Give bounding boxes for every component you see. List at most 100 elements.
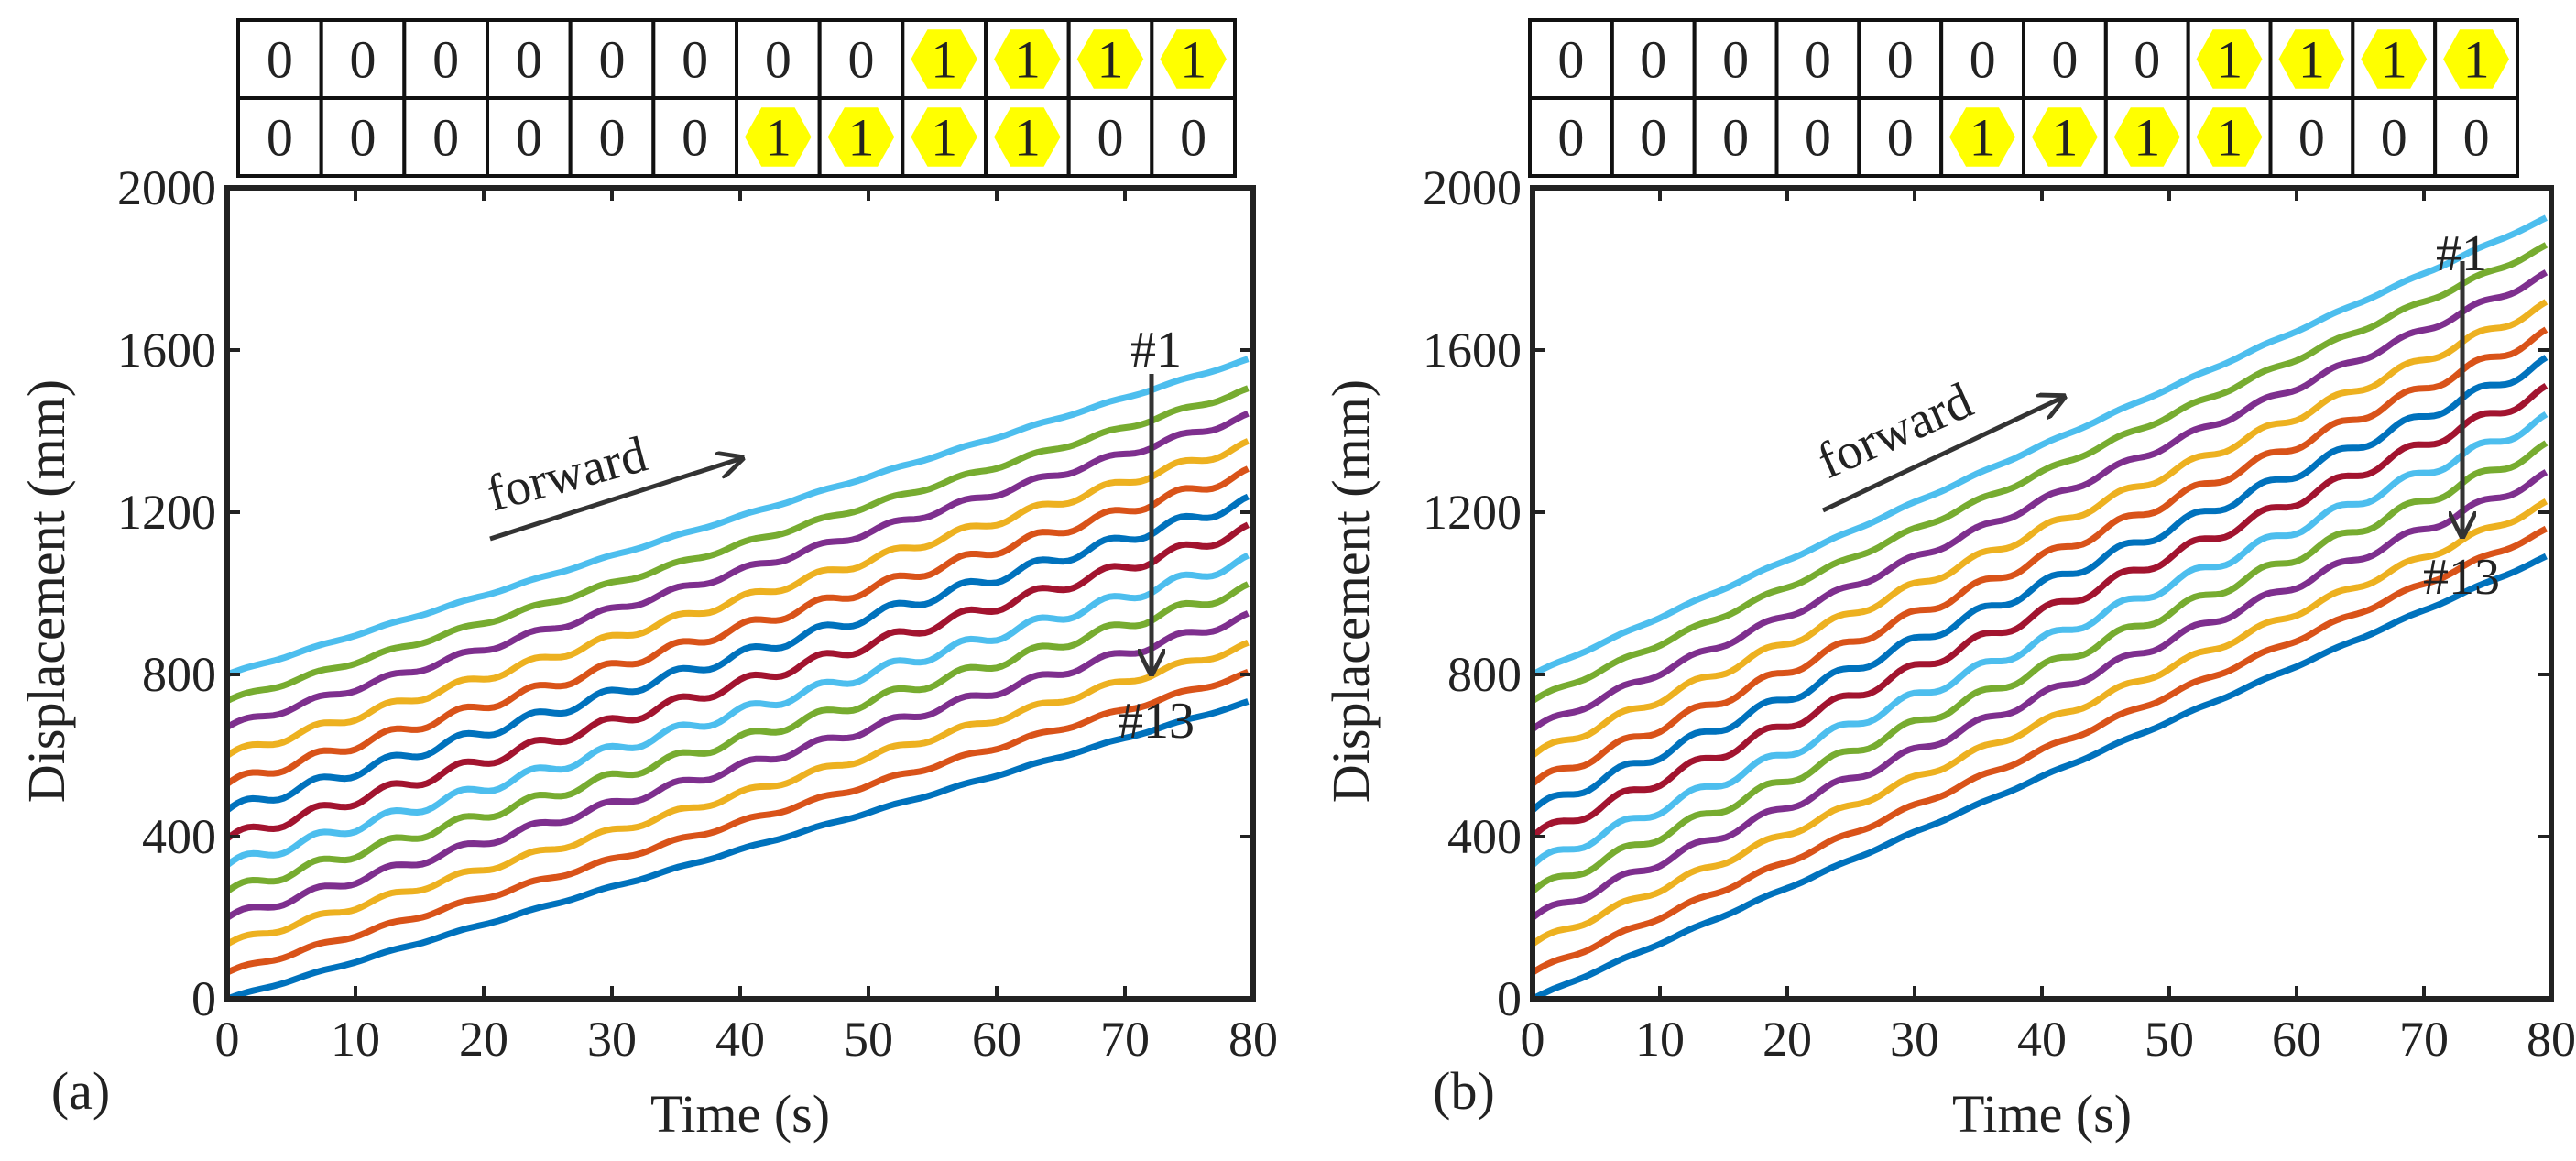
series-line-b-2 — [1531, 242, 2549, 704]
pattern-value-b-1-6: 1 — [2051, 108, 2078, 168]
pattern-hexagon-a-1-9 — [994, 107, 1061, 167]
pattern-cell-b-1-3 — [1774, 96, 1861, 178]
pattern-value-b-1-8: 1 — [2216, 108, 2243, 168]
series-group-a — [224, 356, 1250, 1002]
pattern-value-b-0-8: 1 — [2216, 30, 2243, 90]
forward-label-b: forward — [1809, 372, 1981, 490]
pattern-hexagon-a-1-7 — [827, 107, 895, 167]
pattern-value-b-1-10: 0 — [2381, 108, 2407, 168]
series-line-b-9 — [1530, 440, 2549, 894]
pattern-value-a-1-4: 0 — [599, 108, 626, 168]
series-line-a-6 — [224, 493, 1250, 814]
pattern-cell-b-1-9 — [2268, 96, 2355, 178]
pattern-cell-b-0-5 — [1939, 18, 2026, 100]
x-tick-label-b-0: 0 — [1521, 1012, 1545, 1067]
series-line-b-7 — [1530, 382, 2549, 839]
pattern-cell-a-1-3 — [486, 96, 573, 178]
x-tick-label-b-5: 50 — [2145, 1012, 2194, 1067]
pattern-value-b-1-3: 0 — [1805, 108, 1831, 168]
pattern-value-b-1-4: 0 — [1887, 108, 1914, 168]
pattern-value-b-0-3: 0 — [1805, 30, 1831, 90]
pattern-hexagon-b-1-7 — [2113, 107, 2180, 167]
pattern-cell-b-1-10 — [2351, 96, 2438, 178]
y-tick-label-b-2: 800 — [1447, 647, 1522, 702]
pattern-value-b-0-2: 0 — [1722, 30, 1749, 90]
forward-annotation-a: forward — [481, 426, 742, 542]
series-line-a-10 — [225, 610, 1250, 921]
pattern-value-b-0-4: 0 — [1887, 30, 1914, 90]
series-line-a-1 — [225, 356, 1250, 678]
pattern-value-b-0-1: 0 — [1640, 30, 1666, 90]
x-tick-label-a-6: 60 — [972, 1012, 1021, 1067]
pattern-value-b-1-2: 0 — [1722, 108, 1749, 168]
pattern-cell-b-1-4 — [1857, 96, 1944, 178]
series-line-b-1 — [1531, 214, 2548, 678]
series-line-a-3 — [225, 411, 1250, 730]
forward-arrow-a — [489, 458, 742, 542]
pattern-value-a-1-0: 0 — [267, 108, 293, 168]
pattern-cell-a-1-11 — [1150, 96, 1238, 178]
y-tick-label-b-1: 400 — [1447, 809, 1522, 864]
y-tick-label-b-0: 0 — [1497, 971, 1522, 1026]
series-line-b-8 — [1530, 411, 2549, 868]
x-tick-label-a-1: 10 — [331, 1012, 380, 1067]
y-tick-label-a-1: 400 — [142, 809, 216, 864]
panel-label-a: (a) — [51, 1061, 110, 1121]
pattern-hexagon-a-1-8 — [911, 107, 977, 167]
pattern-value-a-0-4: 0 — [599, 30, 626, 90]
pattern-value-b-1-0: 0 — [1557, 108, 1584, 168]
pattern-value-a-0-7: 0 — [848, 30, 875, 90]
x-tick-label-a-4: 40 — [715, 1012, 765, 1067]
pattern-value-a-0-0: 0 — [267, 30, 293, 90]
y-axis-label-b: Displacement (mm) — [1321, 379, 1381, 803]
pattern-value-b-0-7: 0 — [2134, 30, 2160, 90]
forward-annotation-b: forward — [1809, 372, 2064, 513]
pattern-value-b-1-11: 0 — [2463, 108, 2490, 168]
series-line-b-13 — [1531, 553, 2548, 1002]
panel-label-b: (b) — [1433, 1061, 1495, 1121]
pattern-value-a-1-9: 1 — [1014, 108, 1041, 168]
forward-arrow-b — [1821, 397, 2064, 513]
pattern-cell-a-1-0 — [236, 96, 323, 178]
pattern-value-b-0-10: 1 — [2381, 30, 2407, 90]
pattern-cell-b-0-6 — [2022, 18, 2108, 100]
x-tick-label-b-2: 20 — [1763, 1012, 1812, 1067]
series-line-b-6 — [1530, 355, 2549, 813]
pattern-value-a-0-8: 1 — [931, 30, 957, 90]
pattern-value-b-0-5: 0 — [1970, 30, 1996, 90]
pattern-cell-a-1-2 — [402, 96, 490, 178]
pattern-hexagon-a-0-11 — [1160, 29, 1227, 89]
pattern-value-a-0-1: 0 — [350, 30, 377, 90]
pattern-cell-b-0-2 — [1692, 18, 1779, 100]
last-series-label-b: #13 — [2423, 549, 2500, 606]
x-tick-label-a-8: 80 — [1228, 1012, 1278, 1067]
y-tick-label-a-3: 1200 — [117, 485, 216, 540]
x-tick-label-b-6: 60 — [2272, 1012, 2321, 1067]
last-series-label-a: #13 — [1118, 693, 1195, 750]
x-tick-label-a-5: 50 — [844, 1012, 893, 1067]
pattern-hexagon-a-0-9 — [994, 29, 1061, 89]
pattern-value-b-1-9: 0 — [2298, 108, 2325, 168]
series-line-b-11 — [1530, 498, 2549, 947]
series-line-a-13 — [225, 698, 1250, 1002]
x-tick-label-a-7: 70 — [1100, 1012, 1150, 1067]
pattern-hexagon-b-1-8 — [2196, 107, 2263, 167]
pattern-value-a-1-3: 0 — [516, 108, 542, 168]
panel-a: 0 0 0 0 0 0 0 0 1 1 1 10 0 0 0 0 0 1 1 1 1 0 0 0 10 20 30 40 50 60 70… — [16, 18, 1278, 1144]
pattern-cell-a-1-4 — [568, 96, 656, 178]
pattern-value-a-1-10: 0 — [1097, 108, 1124, 168]
pattern-hexagon-a-0-10 — [1076, 29, 1144, 89]
series-line-a-2 — [225, 385, 1250, 704]
series-group-b — [1530, 214, 2549, 1002]
pattern-cell-a-1-1 — [319, 96, 407, 178]
x-tick-label-a-3: 30 — [587, 1012, 637, 1067]
series-line-a-12 — [225, 669, 1250, 976]
pattern-cell-b-1-11 — [2433, 96, 2520, 178]
y-tick-label-b-3: 1200 — [1423, 485, 1522, 540]
x-tick-label-b-8: 80 — [2527, 1012, 2576, 1067]
pattern-value-a-1-5: 0 — [682, 108, 708, 168]
pattern-value-a-0-2: 0 — [432, 30, 459, 90]
